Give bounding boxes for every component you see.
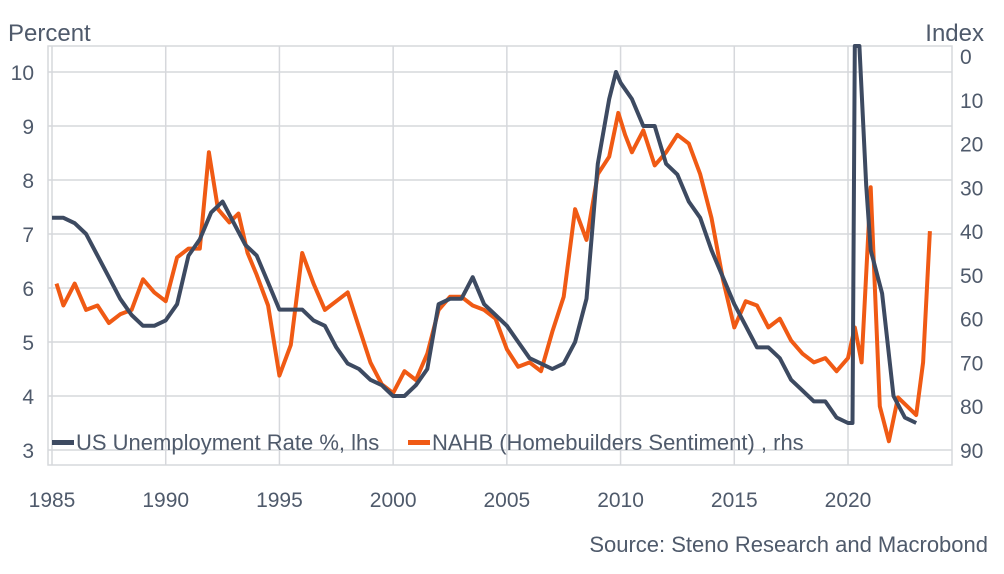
y-right-tick-70: 70 — [960, 352, 983, 375]
series-layer — [52, 44, 932, 444]
right-axis-title: Index — [925, 20, 984, 47]
legend: US Unemployment Rate %, lhs NAHB (Homebu… — [52, 430, 804, 455]
x-tick-2010: 2010 — [597, 489, 644, 512]
x-tick-2015: 2015 — [711, 489, 758, 512]
y-right-tick-40: 40 — [960, 221, 983, 244]
y-right-tick-0: 0 — [960, 46, 972, 69]
y-left-tick-7: 7 — [22, 224, 34, 247]
y-left-tick-8: 8 — [22, 170, 34, 193]
y-left-tick-5: 5 — [22, 332, 34, 355]
left-axis-title: Percent — [8, 20, 91, 47]
y-left-tick-4: 4 — [22, 386, 34, 409]
nahb-line — [54, 110, 932, 444]
x-tick-2020: 2020 — [825, 489, 872, 512]
y-right-tick-60: 60 — [960, 309, 983, 332]
y-right-tick-30: 30 — [960, 177, 983, 200]
legend-swatch-unemployment — [52, 440, 74, 445]
gridlines — [47, 45, 953, 466]
legend-label-unemployment: US Unemployment Rate %, lhs — [76, 430, 379, 455]
y-right-tick-50: 50 — [960, 265, 983, 288]
x-tick-2000: 2000 — [370, 489, 417, 512]
x-tick-2005: 2005 — [483, 489, 530, 512]
legend-label-nahb: NAHB (Homebuilders Sentiment) , rhs — [432, 430, 804, 455]
y-left-tick-3: 3 — [22, 440, 34, 463]
unemployment-line — [52, 44, 918, 425]
x-tick-1990: 1990 — [142, 489, 189, 512]
y-right-tick-20: 20 — [960, 134, 983, 157]
source-note: Source: Steno Research and Macrobond — [589, 532, 988, 557]
y-left-tick-9: 9 — [22, 116, 34, 139]
plot-frame — [47, 45, 953, 466]
x-tick-1985: 1985 — [29, 489, 76, 512]
y-left-tick-10: 10 — [11, 62, 34, 85]
y-left-tick-6: 6 — [22, 278, 34, 301]
x-tick-1995: 1995 — [256, 489, 303, 512]
y-right-tick-10: 10 — [960, 90, 983, 113]
y-right-tick-80: 80 — [960, 396, 983, 419]
legend-swatch-nahb — [408, 440, 430, 445]
y-right-tick-90: 90 — [960, 440, 983, 463]
